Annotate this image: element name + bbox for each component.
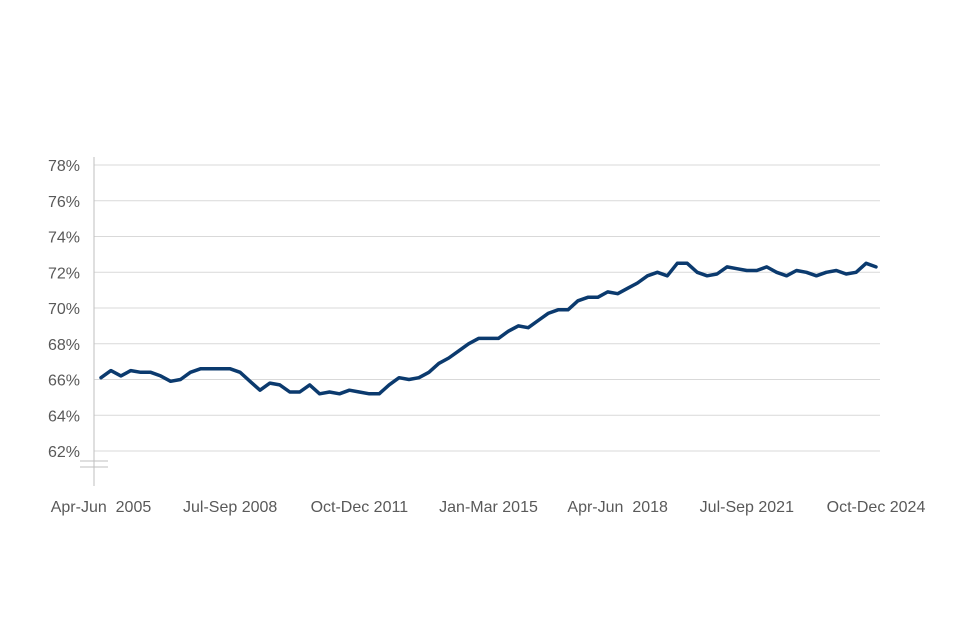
y-tick-label: 78% — [48, 158, 80, 175]
series-group — [99, 261, 878, 396]
gridlines — [94, 164, 880, 452]
x-tick-label: Oct-Dec 2024 — [827, 499, 926, 516]
x-axis-tick-labels: Apr-Jun 2005 Jul-Sep 2008 Oct-Dec 2011 Jan-… — [51, 499, 926, 516]
x-tick-label: Jul-Sep 2021 — [700, 499, 794, 516]
x-tick-label: Apr-Jun 2018 — [567, 499, 668, 516]
y-tick-label: 68% — [48, 337, 80, 354]
axis-break-marker — [80, 460, 108, 468]
y-tick-label: 64% — [48, 408, 80, 425]
series-line — [99, 261, 878, 396]
y-tick-label: 70% — [48, 301, 80, 318]
x-tick-label: Apr-Jun 2005 — [51, 499, 152, 516]
y-tick-label: 76% — [48, 194, 80, 211]
x-tick-label: Jul-Sep 2008 — [183, 499, 277, 516]
y-tick-label: 62% — [48, 444, 80, 461]
x-tick-label: Oct-Dec 2011 — [311, 499, 409, 516]
y-tick-label: 74% — [48, 230, 80, 247]
y-tick-label: 72% — [48, 265, 80, 282]
y-tick-label: 66% — [48, 373, 80, 390]
y-axis-tick-labels: 62% 64% 66% 68% 70% 72% 74% 76% 78% — [48, 158, 80, 461]
x-tick-label: Jan-Mar 2015 — [439, 499, 538, 516]
